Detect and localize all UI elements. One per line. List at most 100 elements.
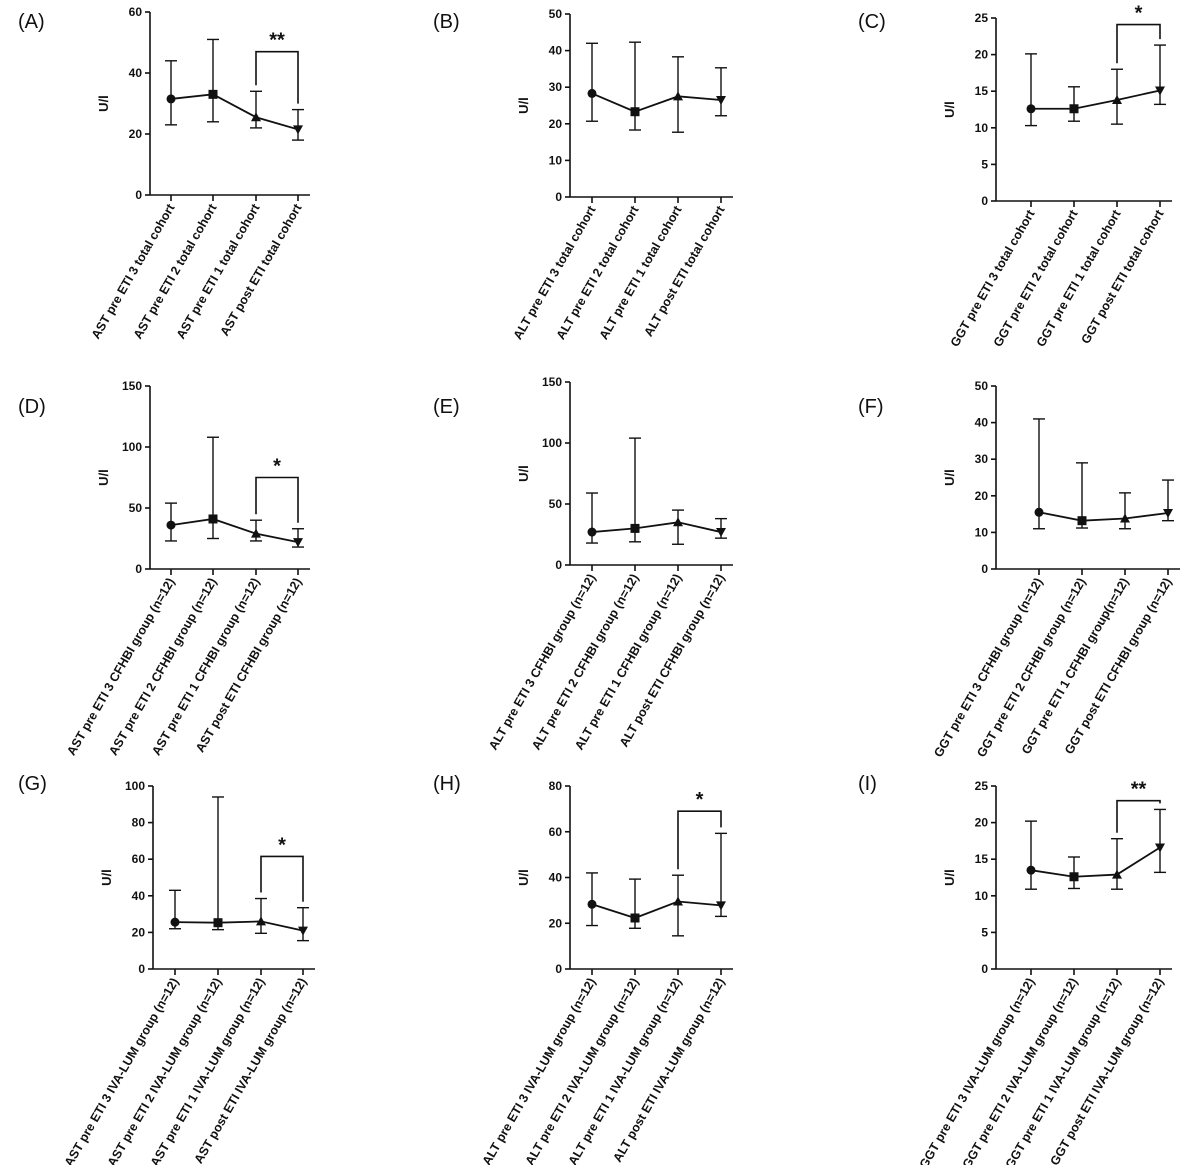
y-tick-label: 0 bbox=[135, 562, 142, 576]
y-tick-label: 60 bbox=[549, 825, 563, 839]
data-point bbox=[293, 538, 303, 548]
panel-c: (C) 0 5 10 15 20 25 U/l GGT pre ETI 3 total coho… bbox=[858, 3, 1172, 349]
y-tick-label: 0 bbox=[555, 962, 562, 976]
y-tick-label: 5 bbox=[981, 157, 988, 171]
significance-bracket bbox=[255, 476, 299, 523]
y-tick-label: 150 bbox=[542, 375, 562, 389]
y-axis-label: U/l bbox=[96, 95, 111, 112]
data-point bbox=[1155, 86, 1165, 96]
data-point bbox=[673, 91, 683, 101]
data-point bbox=[630, 523, 640, 533]
y-tick-label: 80 bbox=[132, 816, 146, 830]
data-point bbox=[1069, 104, 1079, 114]
y-tick-label: 40 bbox=[129, 66, 143, 80]
data-point bbox=[256, 916, 266, 926]
panel-label: (F) bbox=[858, 396, 884, 418]
x-category-label: GGT post ETI total cohort bbox=[1078, 207, 1167, 346]
y-tick-label: 100 bbox=[122, 440, 142, 454]
y-tick-label: 10 bbox=[975, 121, 989, 135]
series-line bbox=[591, 900, 722, 919]
data-point bbox=[251, 528, 261, 538]
y-tick-label: 50 bbox=[975, 379, 989, 393]
panel-label: (I) bbox=[858, 773, 877, 795]
y-tick-label: 0 bbox=[555, 558, 562, 572]
data-point bbox=[208, 89, 218, 99]
significance-label: ** bbox=[269, 30, 285, 52]
y-tick-label: 0 bbox=[981, 962, 988, 976]
y-tick-label: 20 bbox=[975, 489, 989, 503]
y-tick-label: 20 bbox=[975, 816, 989, 830]
y-tick-label: 25 bbox=[975, 11, 989, 25]
data-point bbox=[1112, 94, 1122, 104]
panel-b: (B) 0 10 20 30 40 50 U/l ALT pre ETI 3 total coh… bbox=[433, 7, 733, 342]
y-axis-label: U/l bbox=[942, 869, 957, 886]
panel-label: (G) bbox=[18, 773, 47, 795]
y-tick-label: 40 bbox=[549, 871, 563, 885]
significance-bracket bbox=[260, 855, 304, 902]
data-point bbox=[716, 96, 726, 106]
x-category-label: ALT pre ETI 1 total cohort bbox=[597, 203, 685, 342]
panel-label: (E) bbox=[433, 396, 460, 418]
y-tick-label: 40 bbox=[975, 416, 989, 430]
y-axis-label: U/l bbox=[99, 869, 114, 886]
data-point bbox=[208, 514, 218, 524]
y-tick-label: 40 bbox=[132, 889, 146, 903]
significance-bracket bbox=[1116, 23, 1161, 64]
y-axis-label: U/l bbox=[516, 869, 531, 886]
y-tick-label: 50 bbox=[549, 7, 563, 21]
significance-label: * bbox=[273, 456, 281, 478]
data-point bbox=[213, 918, 223, 928]
panel-label: (H) bbox=[433, 773, 461, 795]
x-category-label: AST pre ETI 3 total cohort bbox=[89, 201, 178, 342]
x-category-label: ALT post ETI total cohort bbox=[641, 203, 728, 339]
x-category-label: AST pre ETI 2 total cohort bbox=[131, 201, 220, 342]
data-point bbox=[1112, 869, 1122, 879]
significance-label: ** bbox=[1131, 779, 1147, 801]
data-point bbox=[673, 896, 683, 906]
y-tick-label: 20 bbox=[549, 916, 563, 930]
y-tick-label: 10 bbox=[975, 525, 989, 539]
data-point bbox=[166, 94, 176, 104]
data-point bbox=[166, 520, 176, 530]
y-tick-label: 50 bbox=[129, 501, 143, 515]
y-tick-label: 150 bbox=[122, 379, 142, 393]
significance-label: * bbox=[1135, 3, 1143, 25]
panel-label: (D) bbox=[18, 396, 46, 418]
data-point bbox=[673, 517, 683, 527]
data-point bbox=[1069, 872, 1079, 882]
y-tick-label: 40 bbox=[549, 44, 563, 58]
data-point bbox=[1077, 516, 1087, 526]
data-point bbox=[1034, 507, 1044, 517]
y-tick-label: 100 bbox=[125, 779, 145, 793]
data-point bbox=[1155, 843, 1165, 853]
data-point bbox=[587, 527, 597, 537]
y-tick-label: 30 bbox=[549, 80, 563, 94]
y-tick-label: 10 bbox=[975, 889, 989, 903]
significance-label: * bbox=[696, 789, 704, 811]
y-tick-label: 60 bbox=[129, 5, 143, 19]
x-category-label: GGT pre ETI 3 total cohort bbox=[948, 207, 1038, 349]
data-point bbox=[1120, 513, 1130, 523]
data-point bbox=[587, 899, 597, 909]
data-point bbox=[170, 917, 180, 927]
y-tick-label: 50 bbox=[549, 497, 563, 511]
series-line bbox=[174, 920, 304, 932]
y-tick-label: 0 bbox=[981, 562, 988, 576]
y-tick-label: 10 bbox=[549, 153, 563, 167]
data-point bbox=[587, 88, 597, 98]
data-point bbox=[293, 125, 303, 135]
series-line bbox=[170, 518, 299, 544]
y-tick-label: 80 bbox=[549, 779, 563, 793]
series-line bbox=[170, 93, 299, 131]
x-category-label: GGT pre ETI 2 total cohort bbox=[991, 207, 1081, 349]
x-category-label: AST pre ETI 1 total cohort bbox=[174, 201, 263, 342]
data-point bbox=[1026, 104, 1036, 114]
y-tick-label: 0 bbox=[135, 188, 142, 202]
data-point bbox=[298, 926, 308, 936]
y-tick-label: 0 bbox=[138, 962, 145, 976]
x-category-label: ALT pre ETI 3 total cohort bbox=[511, 203, 599, 342]
